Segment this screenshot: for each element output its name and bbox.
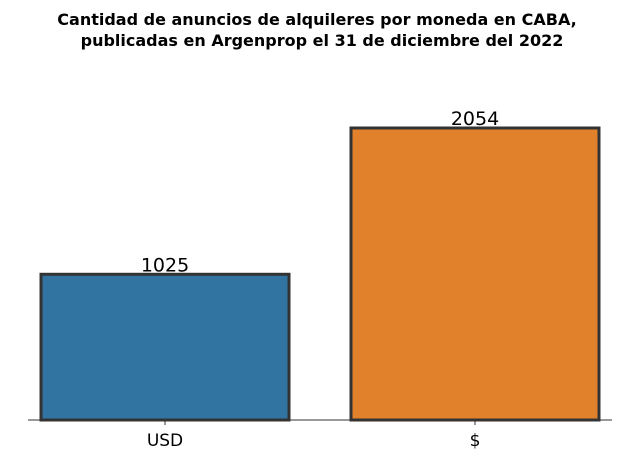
bar-ars (349, 126, 601, 422)
bar-usd (39, 272, 291, 422)
bar-value-label: 2054 (451, 108, 499, 130)
x-tick-label: $ (470, 431, 481, 451)
chart-title-line-2: publicadas en Argenprop el 31 de diciemb… (81, 31, 564, 50)
bars-group: 1025 2054 (39, 108, 601, 422)
x-ticks-group: USD $ (147, 420, 481, 451)
bar-value-label: 1025 (141, 254, 189, 276)
chart-title-line-1: Cantidad de anuncios de alquileres por m… (57, 10, 576, 29)
x-tick-label: USD (147, 431, 183, 451)
